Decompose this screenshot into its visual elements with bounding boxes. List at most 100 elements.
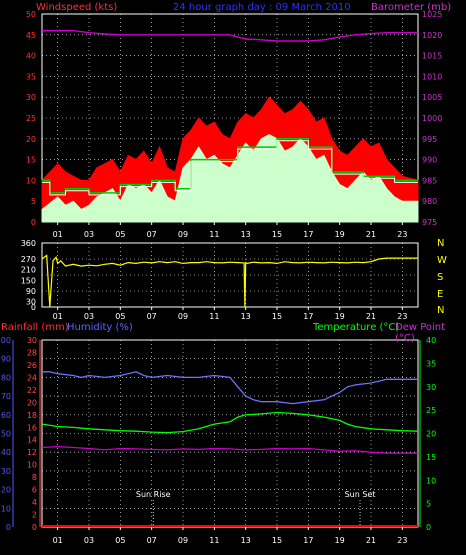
wind-y-tick: 45 <box>26 31 36 40</box>
humidity-y-tick: 0 <box>6 523 11 532</box>
humidity-y-tick: 100 <box>0 336 11 345</box>
x-tick-label: 01 <box>53 312 63 321</box>
temperature-line <box>41 411 419 434</box>
barometer-label: Barometer (mb) <box>371 2 452 13</box>
x-tick-label: 23 <box>397 230 407 239</box>
x-tick-label: 19 <box>335 536 345 545</box>
direction-y-tick: 30 <box>26 298 36 307</box>
temperature-y-tick: 35 <box>426 359 436 368</box>
direction-line <box>41 254 418 308</box>
baro-y-tick: 1000 <box>422 114 442 123</box>
wind-y-tick: 0 <box>31 218 36 227</box>
rainfall-y-tick: 12 <box>27 448 37 457</box>
x-tick-label: 17 <box>303 536 313 545</box>
temperature-y-tick: 30 <box>426 383 436 392</box>
humidity-y-tick: 50 <box>1 430 11 439</box>
direction-y-tick: 210 <box>21 266 36 275</box>
rainfall-y-tick: 30 <box>27 336 37 345</box>
baro-y-tick: 995 <box>422 135 437 144</box>
humidity-y-tick: 40 <box>1 448 11 457</box>
rainfall-y-tick: 10 <box>27 461 37 470</box>
wind-y-tick: 50 <box>26 10 36 19</box>
x-tick-label: 07 <box>147 536 157 545</box>
x-tick-label: 21 <box>366 536 376 545</box>
x-tick-label: 13 <box>241 536 251 545</box>
direction-y-tick: 150 <box>21 276 36 285</box>
rainfall-y-tick: 28 <box>27 348 37 357</box>
temperature-y-tick: 40 <box>426 336 436 345</box>
baro-y-tick: 1005 <box>422 93 442 102</box>
humidity-y-tick: 60 <box>1 411 11 420</box>
compass-n-bottom: N <box>437 305 445 316</box>
compass-w: W <box>437 255 447 266</box>
x-tick-label: 17 <box>303 230 313 239</box>
x-tick-label: 15 <box>272 230 282 239</box>
compass-e: E <box>437 289 444 300</box>
baro-y-tick: 1020 <box>422 31 442 40</box>
x-tick-label: 15 <box>272 536 282 545</box>
x-tick-label: 09 <box>178 312 188 321</box>
direction-y-tick: 270 <box>21 255 36 264</box>
rainfall-y-tick: 8 <box>32 473 37 482</box>
rainfall-y-tick: 26 <box>27 361 37 370</box>
baro-y-tick: 1010 <box>422 72 442 81</box>
x-tick-label: 11 <box>209 312 219 321</box>
humidity-y-tick: 10 <box>1 504 11 513</box>
rainfall-y-tick: 16 <box>27 423 37 432</box>
x-tick-label: 11 <box>209 230 219 239</box>
x-tick-label: 15 <box>272 312 282 321</box>
baro-y-tick: 985 <box>422 176 437 185</box>
humidity-label: Humidity (%) <box>67 322 133 333</box>
humidity-y-tick: 80 <box>1 373 11 382</box>
x-tick-label: 19 <box>335 312 345 321</box>
temperature-y-tick: 20 <box>426 430 436 439</box>
x-tick-label: 07 <box>147 312 157 321</box>
temperature-y-tick: 0 <box>426 523 431 532</box>
x-tick-label: 03 <box>84 312 94 321</box>
x-tick-label: 21 <box>366 230 376 239</box>
rainfall-y-tick: 20 <box>27 398 37 407</box>
wind-y-tick: 35 <box>26 72 36 81</box>
baro-y-tick: 975 <box>422 218 437 227</box>
humidity-line <box>42 371 418 405</box>
humidity-y-tick: 90 <box>1 355 11 364</box>
x-tick-label: 11 <box>209 536 219 545</box>
temperature-label: Temperature (°C) <box>313 322 400 333</box>
humidity-y-tick: 30 <box>1 467 11 476</box>
rainfall-label: Rainfall (mm) <box>1 322 69 333</box>
x-tick-label: 21 <box>366 312 376 321</box>
rainfall-y-tick: 24 <box>27 373 37 382</box>
dewpoint-label: Dew Point (°C) <box>395 322 446 344</box>
x-tick-label: 09 <box>178 230 188 239</box>
x-tick-label: 03 <box>84 536 94 545</box>
wind-y-tick: 15 <box>26 156 36 165</box>
wind-y-tick: 20 <box>26 135 36 144</box>
rainfall-y-tick: 6 <box>32 486 37 495</box>
rainfall-y-tick: 14 <box>27 436 37 445</box>
direction-y-tick: 90 <box>26 287 36 296</box>
x-tick-label: 05 <box>115 312 125 321</box>
wind-y-tick: 10 <box>26 176 36 185</box>
x-tick-label: 01 <box>53 536 63 545</box>
temperature-y-tick: 15 <box>426 453 436 462</box>
direction-y-tick: 0 <box>31 303 36 312</box>
rainfall-y-tick: 22 <box>27 386 37 395</box>
x-tick-label: 19 <box>335 230 345 239</box>
chart-title: 24 hour graph day : 09 March 2010 <box>173 2 351 13</box>
sunrise-label: Sun Rise <box>136 490 171 499</box>
x-tick-label: 13 <box>241 230 251 239</box>
wind-y-tick: 30 <box>26 93 36 102</box>
x-tick-label: 05 <box>115 230 125 239</box>
rainfall-y-tick: 2 <box>32 511 37 520</box>
barometer-line <box>42 29 418 42</box>
x-tick-label: 17 <box>303 312 313 321</box>
direction-y-tick: 360 <box>21 239 36 248</box>
rainfall-y-tick: 0 <box>32 523 37 532</box>
baro-y-tick: 980 <box>422 197 437 206</box>
humidity-y-tick: 70 <box>1 392 11 401</box>
x-tick-label: 23 <box>397 312 407 321</box>
wind-y-tick: 5 <box>31 197 36 206</box>
compass-n-top: N <box>437 238 445 249</box>
